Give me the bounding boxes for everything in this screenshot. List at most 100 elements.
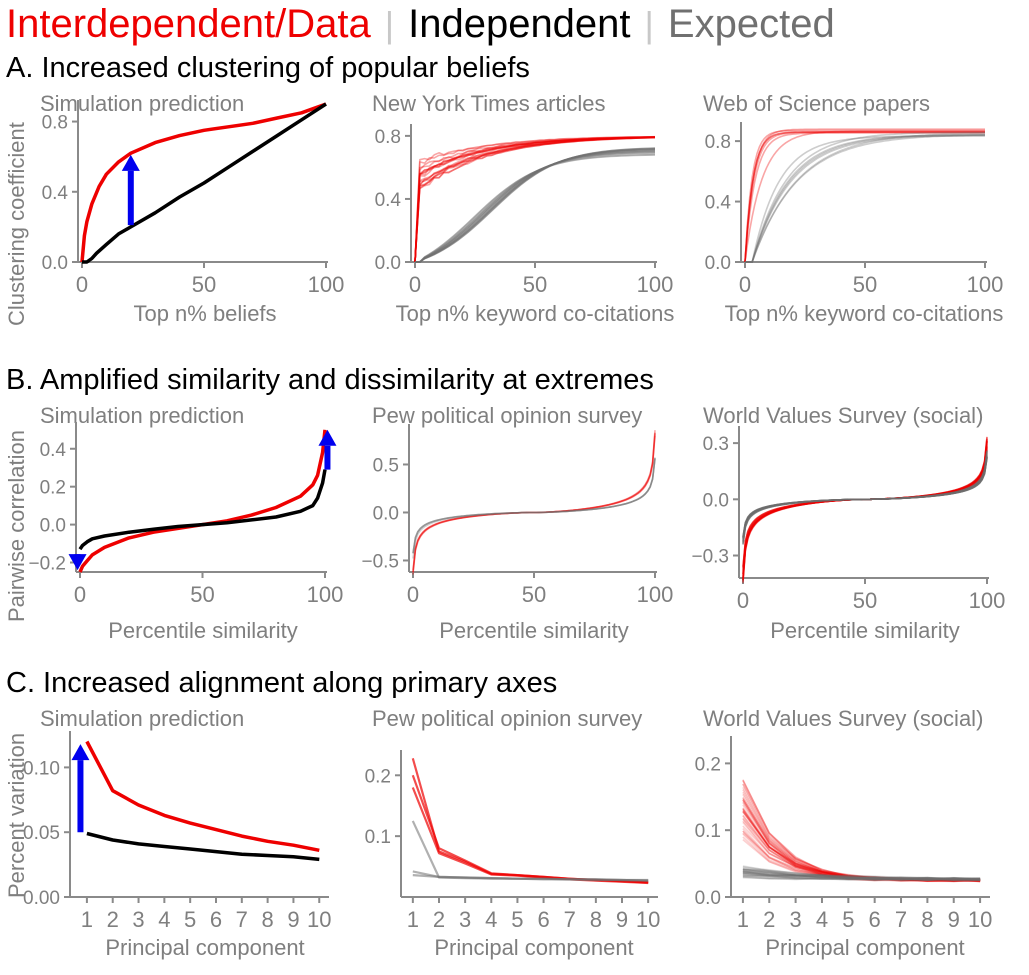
panel-title-b2: Pew political opinion survey — [372, 403, 643, 428]
expected-series-line — [742, 869, 981, 880]
expected-series-line — [415, 151, 656, 263]
panel-c3: 1 2 3 4 5 6 7 8 9 10 0.0 0.1 0.2 — [695, 736, 992, 932]
x-tick-label: 50 — [523, 272, 547, 297]
expected-series-line — [742, 873, 981, 881]
expected-series-line — [742, 876, 981, 882]
expected-series-line — [742, 866, 981, 881]
x-tick-label: 4 — [158, 907, 170, 932]
panel-c2: 1 2 3 4 5 6 7 8 9 10 0.1 0.2 — [365, 750, 660, 932]
expected-series-line — [742, 456, 988, 541]
expected-series-line — [742, 872, 981, 882]
expected-series-line — [415, 150, 656, 263]
y-tick-label: 0.0 — [695, 888, 721, 909]
interdependent-series-line — [742, 807, 981, 882]
expected-series-line — [412, 458, 656, 554]
panel-b2: 0 50 100 −0.5 0.0 0.5 — [361, 424, 673, 607]
interdependent-series-line — [742, 808, 981, 883]
interdependent-series-line — [742, 448, 988, 571]
interdependent-series-line — [742, 438, 988, 566]
expected-series-line — [412, 458, 656, 559]
interdependent-series-line — [742, 439, 988, 575]
interdependent-series-line — [744, 132, 985, 263]
interdependent-series-line — [742, 449, 988, 580]
expected-series-line — [742, 454, 988, 539]
x-tick-label: 6 — [869, 907, 881, 932]
interdependent-series-line — [414, 136, 656, 263]
x-tick-label: 7 — [236, 907, 248, 932]
expected-series-line — [742, 456, 988, 537]
expected-series-line — [415, 154, 656, 263]
interdependent-series-line — [742, 783, 981, 882]
interdependent-series-line — [414, 136, 656, 263]
interdependent-series-line — [742, 445, 988, 568]
y-tick-label: 0.8 — [42, 113, 68, 134]
interdependent-series-line — [742, 442, 988, 583]
expected-series-line — [742, 870, 981, 881]
interdependent-series-line — [742, 787, 981, 882]
interdependent-series-line — [742, 820, 981, 883]
expected-series-line — [742, 450, 988, 545]
x-tick-label: 8 — [921, 907, 933, 932]
interdependent-series-line — [742, 796, 981, 882]
expected-series-line — [745, 132, 985, 263]
interdependent-series-line — [742, 821, 981, 883]
expected-series-line — [742, 456, 988, 538]
panel-title-c3: World Values Survey (social) — [703, 706, 984, 731]
expected-series-line — [742, 868, 981, 882]
interdependent-series-line — [742, 441, 988, 583]
expected-series-line — [742, 458, 988, 537]
x-tick-label: 50 — [522, 582, 546, 607]
expected-series-line — [742, 872, 981, 882]
interdependent-series-line — [414, 136, 656, 263]
y-tick-label: 0.0 — [42, 253, 68, 274]
interdependent-series-line — [742, 794, 981, 882]
interdependent-series-line — [742, 783, 981, 882]
y-tick-label: 0.0 — [373, 503, 399, 524]
expected-series-line — [742, 872, 981, 881]
x-tick-label: 10 — [968, 907, 992, 932]
expected-series-line — [742, 449, 988, 545]
expected-series-line — [742, 869, 981, 881]
expected-series-line — [415, 147, 656, 263]
expected-series-line — [742, 867, 981, 880]
interdependent-series-line — [742, 809, 981, 883]
expected-series-line — [742, 870, 981, 881]
expected-series-line — [742, 450, 988, 540]
expected-series-line — [742, 866, 981, 880]
expected-series-line — [742, 871, 981, 881]
y-tick-label: −0.5 — [361, 551, 399, 572]
expected-series-line — [742, 865, 981, 881]
interdependent-series-line — [742, 440, 988, 574]
legend-interdependent: Interdependent/Data — [6, 2, 371, 46]
arrow-head — [121, 154, 140, 171]
x-tick-label: 0 — [737, 588, 749, 613]
interdependent-series-line — [414, 136, 656, 263]
x-tick-label: 2 — [763, 907, 775, 932]
x-tick-label: 50 — [192, 272, 216, 297]
interdependent-series-line — [414, 136, 656, 263]
expected-series-line — [742, 458, 988, 545]
expected-series-line — [745, 135, 985, 263]
expected-series-line — [415, 152, 656, 263]
expected-series-line — [742, 870, 981, 880]
interdependent-series-line — [414, 136, 656, 263]
interdependent-series-line — [742, 807, 981, 882]
expected-series-line — [742, 455, 988, 540]
expected-series-line — [415, 153, 656, 263]
panel-a1: 0 50 100 0.0 0.4 0.8 — [42, 100, 344, 297]
interdependent-series-line — [742, 447, 988, 579]
y-tick-label: 0.2 — [365, 766, 391, 787]
expected-series-line — [742, 868, 981, 881]
interdependent-series-line — [742, 830, 981, 883]
y-tick-label: −0.3 — [691, 547, 729, 568]
interdependent-series-line — [742, 438, 988, 579]
expected-series-line — [415, 147, 656, 263]
interdependent-series-line — [742, 439, 988, 577]
y-tick-label: 0.0 — [705, 253, 731, 274]
independent-series-line — [78, 469, 327, 551]
interdependent-series-line — [78, 429, 327, 573]
arrow-head — [318, 429, 337, 446]
x-tick-label: 8 — [261, 907, 273, 932]
interdependent-series-line — [742, 810, 981, 882]
